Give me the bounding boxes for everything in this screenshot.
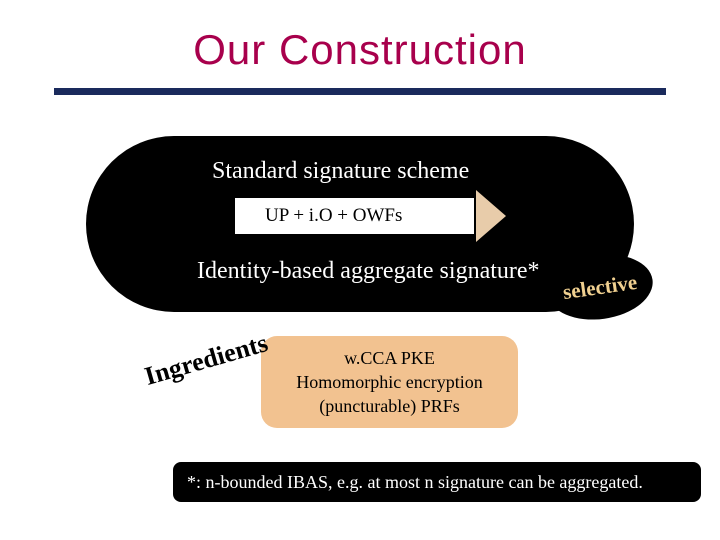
ingredients-line3: (puncturable) PRFs bbox=[319, 394, 459, 418]
standard-sig-text: Standard signature scheme bbox=[212, 158, 469, 185]
ibas-text: Identity-based aggregate signature* bbox=[197, 258, 540, 285]
selective-label: selective bbox=[561, 269, 638, 304]
title-rule bbox=[54, 88, 666, 95]
ingredients-line2: Homomorphic encryption bbox=[296, 370, 482, 394]
ingredients-label: Ingredients bbox=[141, 328, 271, 392]
slide-title: Our Construction bbox=[0, 0, 720, 74]
footnote: *: n-bounded IBAS, e.g. at most n signat… bbox=[173, 462, 701, 502]
arrow-label: UP + i.O + OWFs bbox=[265, 205, 402, 227]
arrow-box: UP + i.O + OWFs bbox=[233, 196, 476, 236]
footnote-text: *: n-bounded IBAS, e.g. at most n signat… bbox=[187, 472, 643, 493]
ingredients-line1: w.CCA PKE bbox=[344, 346, 435, 370]
ingredients-box: w.CCA PKE Homomorphic encryption (punctu… bbox=[261, 336, 518, 428]
arrow-head-icon bbox=[476, 190, 506, 242]
